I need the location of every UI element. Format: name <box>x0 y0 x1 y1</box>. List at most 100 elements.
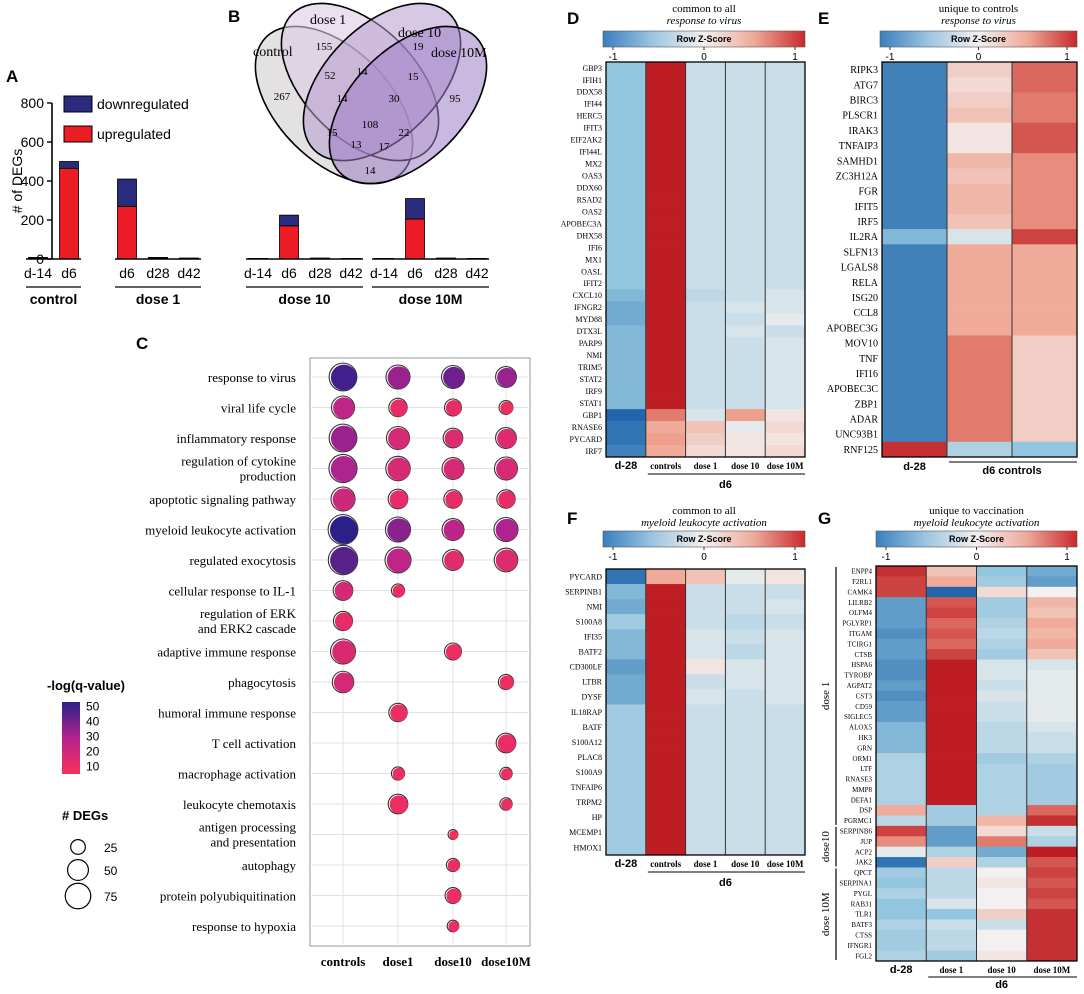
heatmap-cell <box>977 743 1028 754</box>
x-tick-label: d-14 <box>244 265 272 281</box>
heatmap-cell <box>686 206 726 218</box>
row-label: OAS3 <box>582 172 602 181</box>
heatmap-cell <box>646 122 686 134</box>
row-label: ISG20 <box>852 293 878 304</box>
heatmap-cell <box>606 325 646 337</box>
heatmap-cell <box>765 313 805 325</box>
row-label: phagocytosis <box>228 675 296 690</box>
heatmap-cell <box>606 720 646 735</box>
venn-set-label: control <box>253 45 293 60</box>
heatmap-cell <box>606 62 646 74</box>
y-tick-label: 800 <box>21 95 45 111</box>
heatmap-cell <box>646 397 686 409</box>
heatmap-cell <box>1027 639 1078 650</box>
heatmap-cell <box>977 951 1028 962</box>
row-label: LTBR <box>582 678 602 687</box>
heatmap-cell <box>947 396 1012 411</box>
heatmap-cell <box>606 361 646 373</box>
color-legend-tick: 30 <box>86 730 100 744</box>
heatmap-cell <box>686 242 726 254</box>
heatmap-cell <box>1027 701 1078 712</box>
row-label: NMI <box>586 602 602 611</box>
heatmap-cell <box>646 265 686 277</box>
heatmap-cell <box>686 433 726 445</box>
row-label: PGRMC1 <box>844 817 873 825</box>
row-label: protein polyubiquitination <box>160 889 297 904</box>
heatmap-cell <box>725 158 765 170</box>
heatmap-cell <box>725 62 765 74</box>
heatmap-cell <box>1027 940 1078 951</box>
group-label: dose 10M <box>399 291 463 307</box>
heatmap-title: common to all <box>672 505 736 517</box>
heatmap-cell <box>1027 774 1078 785</box>
row-label: LILRB2 <box>848 599 872 607</box>
heatmap-cell <box>876 587 927 598</box>
venn-region-count: 17 <box>379 141 391 153</box>
heatmap-cell <box>977 566 1028 577</box>
heatmap-cell <box>646 569 686 584</box>
heatmap-cell <box>646 780 686 795</box>
heatmap-cell <box>1012 214 1077 229</box>
row-label: QPCT <box>854 869 873 877</box>
row-label: DTX3L <box>577 327 602 336</box>
heatmap-cell <box>686 74 726 86</box>
heatmap-cell <box>725 689 765 704</box>
heatmap-cell <box>606 194 646 206</box>
venn-region-count: 14 <box>357 66 369 78</box>
heatmap-cell <box>977 826 1028 837</box>
heatmap-cell <box>1012 427 1077 442</box>
x-tick-label: d6 <box>119 265 135 281</box>
heatmap-cell <box>606 584 646 599</box>
row-label: TNF <box>859 354 878 365</box>
heatmap-cell <box>606 629 646 644</box>
row-label: ALOX5 <box>849 724 872 732</box>
heatmap-cell <box>646 840 686 855</box>
heatmap-cell <box>947 214 1012 229</box>
bar-upregulated <box>280 226 299 259</box>
venn-set-label: dose 1 <box>310 13 346 28</box>
heatmap-cell <box>686 301 726 313</box>
row-label: MYD88 <box>575 315 602 324</box>
heatmap-cell <box>977 940 1028 951</box>
row-group-label: dose10 <box>820 831 832 863</box>
bubble <box>390 704 407 721</box>
heatmap-cell <box>725 146 765 158</box>
row-label: PARP9 <box>579 339 602 348</box>
heatmap-cell <box>646 98 686 110</box>
bubble <box>445 491 462 508</box>
heatmap-cell <box>876 701 927 712</box>
heatmap-cell <box>926 857 977 868</box>
row-label: response to hypoxia <box>192 919 296 934</box>
row-label: IFI44 <box>584 100 602 109</box>
heatmap-cell <box>977 608 1028 619</box>
heatmap-cell <box>876 732 927 743</box>
heatmap-cell <box>725 629 765 644</box>
heatmap-cell <box>977 628 1028 639</box>
row-label: IFI35 <box>584 633 602 642</box>
heatmap-cell <box>686 218 726 230</box>
heatmap-cell <box>686 146 726 158</box>
bubble <box>393 585 405 597</box>
heatmap-cell <box>646 337 686 349</box>
heatmap-cell <box>1012 351 1077 366</box>
heatmap-cell <box>1027 847 1078 858</box>
venn-region-count: 155 <box>316 41 333 53</box>
row-label: DDX60 <box>577 183 602 192</box>
heatmap-cell <box>725 644 765 659</box>
bubble <box>331 456 357 482</box>
row-label: response to virus <box>208 370 296 385</box>
venn-region-count: 15 <box>327 127 339 139</box>
bar-downregulated <box>406 199 425 219</box>
heatmap-cell <box>947 123 1012 138</box>
heatmap-cell <box>686 194 726 206</box>
heatmap-cell <box>725 780 765 795</box>
heatmap-cell <box>882 366 947 381</box>
heatmap-cell <box>725 840 765 855</box>
heatmap-cell <box>686 277 726 289</box>
heatmap-cell <box>765 158 805 170</box>
heatmap-cell <box>926 649 977 660</box>
row-label: MOV10 <box>845 339 878 350</box>
heatmap-cell <box>1012 260 1077 275</box>
row-label: IFI16 <box>856 369 878 380</box>
heatmap-cell <box>1027 836 1078 847</box>
